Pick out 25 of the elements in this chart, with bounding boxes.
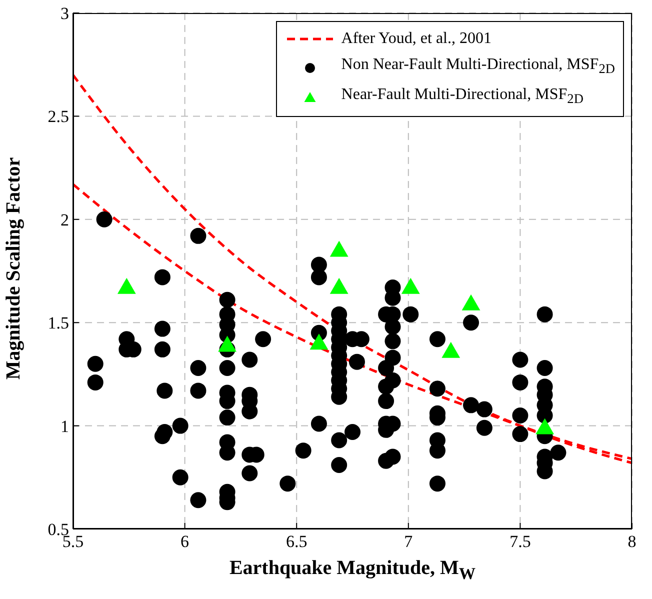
point: [330, 278, 348, 294]
legend-label: After Youd, et al., 2001: [341, 29, 492, 49]
x-axis-title: Earthquake Magnitude, M$_{W}$: [228, 557, 477, 584]
y-tick-label: 2.5: [48, 107, 69, 126]
legend-label: Near-Fault Multi-Directional, MSF$_{2D}$: [341, 85, 584, 108]
y-tick-label: 2: [60, 210, 69, 230]
line-series: [73, 74, 632, 464]
point: [401, 278, 420, 294]
x-tick-label: 7.5: [510, 532, 531, 552]
point: [117, 278, 136, 294]
y-tick-label: 1: [60, 416, 69, 436]
x-tick-label: 8: [628, 532, 636, 552]
point: [536, 418, 554, 434]
point: [330, 240, 348, 257]
point: [218, 336, 236, 352]
x-tick-label: 7: [404, 532, 414, 552]
y-axis-title: Magnitude Scaling Factor: [2, 156, 26, 382]
point: [442, 342, 460, 358]
y-tick-label: 1.5: [48, 314, 69, 333]
point: [310, 334, 328, 350]
point: [462, 294, 480, 310]
x-tick-label: 6: [180, 532, 190, 552]
x-tick-label: 6.5: [286, 532, 308, 552]
y-tick-label: 3: [60, 4, 69, 24]
legend-label: Non Near-Fault Multi-Directional, MSF$_{2D}$: [341, 55, 615, 78]
